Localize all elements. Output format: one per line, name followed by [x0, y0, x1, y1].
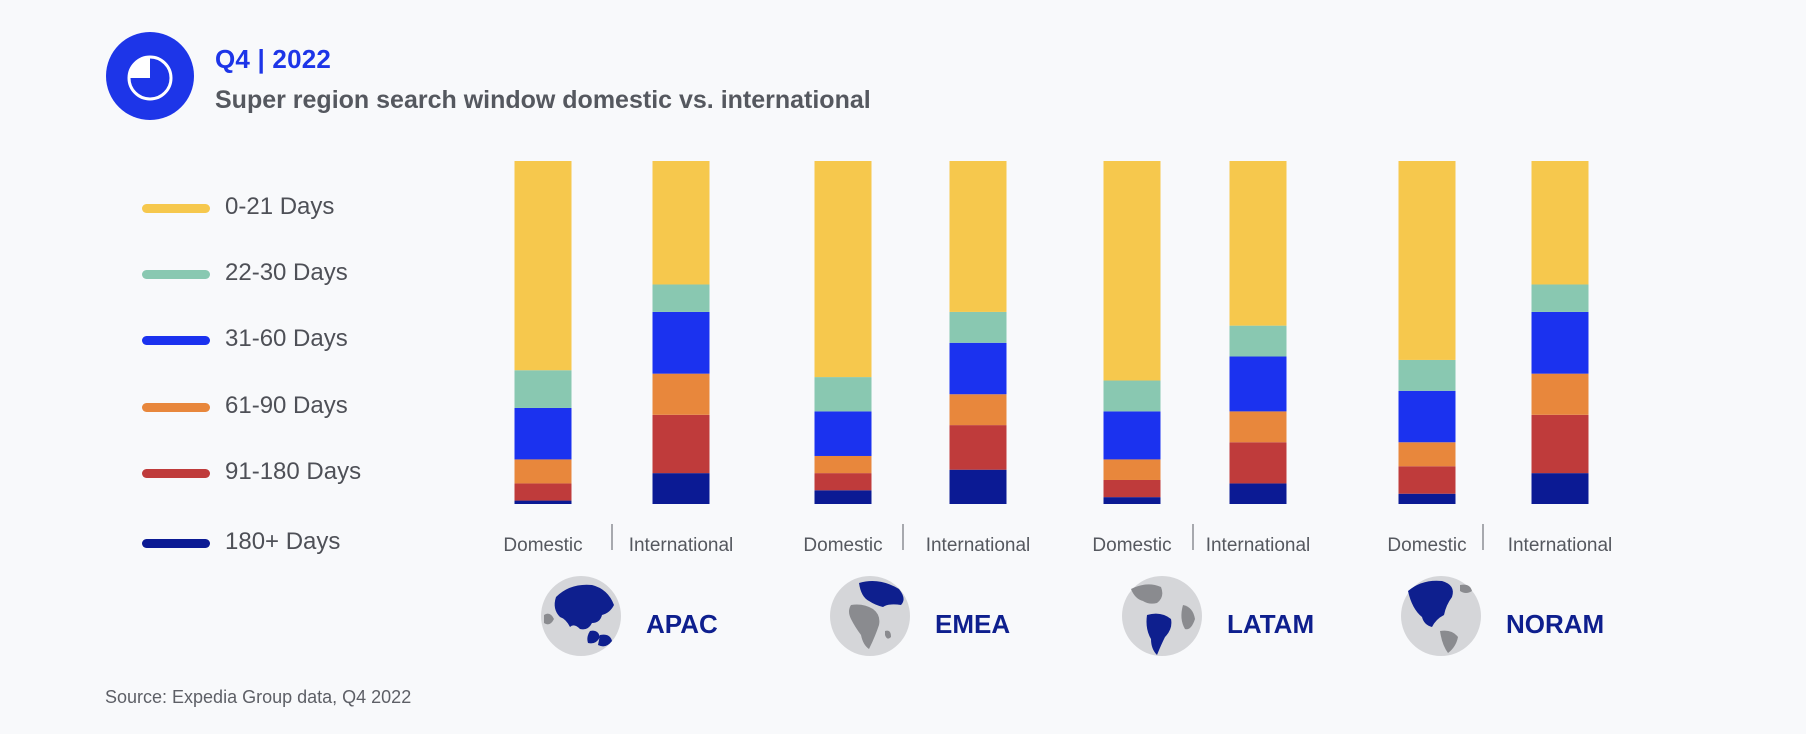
bar-segment: [652, 414, 710, 474]
bar-segment: [1103, 479, 1161, 498]
globe-asia-icon: [541, 576, 621, 656]
bar-segment: [1398, 466, 1456, 494]
bar-segment: [949, 394, 1007, 426]
bar-segment: [1398, 442, 1456, 467]
x-tick-label: International: [1206, 535, 1311, 556]
bar-segment: [1229, 161, 1287, 326]
legend-item: 31-60 Days: [140, 325, 440, 355]
bar-segment: [1103, 411, 1161, 460]
globe-south-america-icon: [1122, 576, 1202, 656]
bar-segment: [814, 161, 872, 378]
bar-segment: [1531, 414, 1589, 474]
legend-item: 91-180 Days: [140, 458, 440, 488]
legend-swatch: [142, 270, 210, 279]
bar-segment: [1229, 483, 1287, 504]
bar-segment: [652, 284, 710, 312]
source-note: Source: Expedia Group data, Q4 2022: [105, 687, 412, 707]
x-tick-label: International: [629, 535, 734, 556]
bar-segment: [514, 483, 572, 501]
region-label: APAC: [646, 609, 718, 639]
bar-segment: [1229, 325, 1287, 357]
legend-label: 180+ Days: [225, 528, 341, 555]
bar-segment: [1229, 442, 1287, 484]
legend-label: 31-60 Days: [225, 325, 348, 352]
bar-segment: [949, 311, 1007, 343]
legend-swatch: [142, 403, 210, 412]
legend-label: 0-21 Days: [225, 193, 335, 220]
bar-segment: [949, 469, 1007, 504]
bar-segment: [814, 377, 872, 412]
globe-north-america-icon: [1401, 576, 1481, 656]
x-tick-label: Domestic: [503, 535, 582, 556]
bar-segment: [514, 459, 572, 484]
x-tick-label: Domestic: [803, 535, 882, 556]
legend-swatch: [142, 336, 210, 345]
bar-segment: [1229, 356, 1287, 412]
bar-segment: [1103, 497, 1161, 504]
x-tick-label: International: [926, 535, 1031, 556]
legend-item: 61-90 Days: [140, 392, 440, 422]
x-tick-label: Domestic: [1387, 535, 1466, 556]
bar-segment: [652, 473, 710, 504]
bar-segment: [1398, 161, 1456, 360]
legend-label: 22-30 Days: [225, 259, 348, 286]
bar-segment: [949, 161, 1007, 312]
legend-swatch: [142, 204, 210, 213]
period-label: Q4 | 2022: [215, 44, 332, 74]
region-label: NORAM: [1506, 609, 1605, 639]
legend-label: 91-180 Days: [225, 458, 362, 485]
bar-segment: [1531, 311, 1589, 374]
bar-segment: [1398, 390, 1456, 443]
bar-segment: [652, 373, 710, 415]
legend-swatch: [142, 539, 210, 548]
bar-segment: [1531, 473, 1589, 504]
bar-segment: [1398, 493, 1456, 504]
legend-item: 22-30 Days: [140, 259, 440, 289]
legend-item: 0-21 Days: [140, 193, 440, 223]
bar-segment: [949, 342, 1007, 395]
x-tick-label: International: [1508, 535, 1613, 556]
bar-segment: [1398, 359, 1456, 391]
bar-segment: [814, 490, 872, 504]
bar-segment: [1531, 373, 1589, 415]
bar-segment: [514, 370, 572, 408]
bar-segment: [1531, 284, 1589, 312]
bar-segment: [514, 407, 572, 460]
chart-title: Super region search window domestic vs. …: [215, 86, 871, 114]
legend-label: 61-90 Days: [225, 392, 348, 419]
bar-segment: [814, 411, 872, 456]
bar-segment: [1531, 161, 1589, 285]
bar-segment: [1229, 411, 1287, 443]
bar-segment: [1103, 380, 1161, 412]
bar-segment: [514, 500, 572, 504]
region-label: EMEA: [935, 609, 1011, 639]
region-label: LATAM: [1227, 609, 1315, 639]
bar-segment: [949, 425, 1007, 470]
bar-segment: [814, 455, 872, 474]
x-tick-label: Domestic: [1092, 535, 1171, 556]
globe-europe-africa-icon: [830, 576, 910, 656]
bar-segment: [652, 161, 710, 285]
bar-segment: [1103, 459, 1161, 480]
bar-segment: [1103, 161, 1161, 381]
pie-chart-icon: [106, 32, 194, 120]
legend-swatch: [142, 469, 210, 478]
bar-segment: [814, 473, 872, 491]
bar-segment: [514, 161, 572, 371]
legend-item: 180+ Days: [140, 528, 440, 558]
bar-segment: [652, 311, 710, 374]
